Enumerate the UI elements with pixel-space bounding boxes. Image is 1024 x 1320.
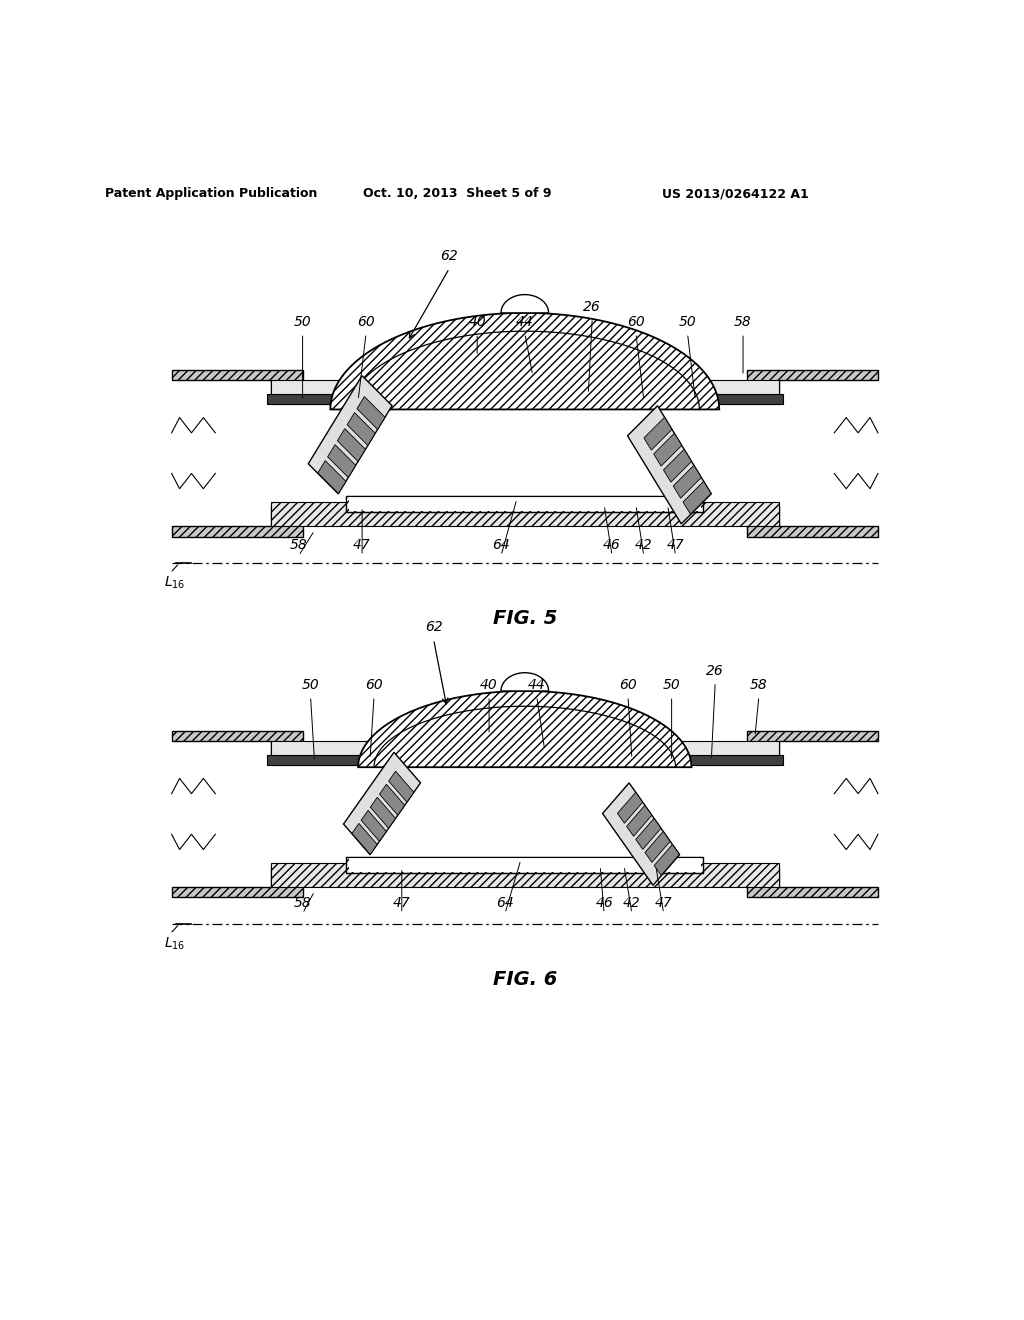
Polygon shape: [348, 496, 701, 511]
Polygon shape: [380, 784, 404, 816]
Polygon shape: [337, 429, 366, 462]
Text: 40: 40: [480, 678, 498, 692]
Polygon shape: [673, 465, 701, 498]
Polygon shape: [371, 797, 395, 828]
Polygon shape: [270, 502, 779, 527]
Polygon shape: [347, 413, 375, 445]
Text: 40: 40: [468, 315, 486, 329]
Polygon shape: [654, 845, 679, 875]
Text: 42: 42: [635, 537, 652, 552]
Text: $L_{16}$: $L_{16}$: [164, 936, 185, 952]
Polygon shape: [328, 445, 355, 478]
Text: 60: 60: [627, 315, 645, 329]
Polygon shape: [357, 396, 385, 429]
Polygon shape: [308, 376, 392, 494]
Text: 46: 46: [595, 895, 613, 909]
Polygon shape: [270, 863, 779, 887]
Polygon shape: [270, 380, 779, 404]
Polygon shape: [352, 824, 377, 854]
Text: Oct. 10, 2013  Sheet 5 of 9: Oct. 10, 2013 Sheet 5 of 9: [364, 187, 552, 201]
Text: 64: 64: [496, 895, 514, 909]
Text: 47: 47: [667, 537, 684, 552]
Polygon shape: [501, 673, 549, 690]
Polygon shape: [270, 741, 779, 766]
Polygon shape: [748, 867, 878, 898]
Text: 44: 44: [527, 678, 546, 692]
Polygon shape: [172, 867, 303, 898]
Text: 50: 50: [302, 678, 319, 692]
Polygon shape: [627, 805, 652, 837]
Polygon shape: [628, 405, 712, 524]
Text: 50: 50: [679, 315, 696, 329]
Polygon shape: [331, 313, 719, 409]
Polygon shape: [389, 771, 414, 803]
Polygon shape: [644, 417, 672, 450]
Text: 62: 62: [440, 249, 459, 263]
Text: 62: 62: [425, 620, 442, 634]
Polygon shape: [172, 370, 303, 400]
Polygon shape: [348, 858, 701, 873]
Text: 60: 60: [366, 678, 383, 692]
Polygon shape: [645, 832, 670, 862]
Text: 50: 50: [663, 678, 681, 692]
Polygon shape: [346, 496, 703, 512]
Text: Patent Application Publication: Patent Application Publication: [105, 187, 317, 201]
Polygon shape: [501, 294, 549, 313]
Polygon shape: [664, 449, 691, 482]
Polygon shape: [346, 857, 703, 873]
Text: 26: 26: [707, 664, 724, 677]
Text: 26: 26: [584, 300, 601, 314]
Text: $L_{16}$: $L_{16}$: [164, 576, 185, 591]
Polygon shape: [267, 755, 782, 766]
Polygon shape: [653, 433, 682, 466]
Text: 58: 58: [290, 537, 307, 552]
Polygon shape: [361, 810, 386, 841]
Text: 47: 47: [654, 895, 673, 909]
Text: 58: 58: [294, 895, 311, 909]
Text: 58: 58: [734, 315, 752, 329]
Polygon shape: [343, 752, 421, 854]
Text: 60: 60: [357, 315, 375, 329]
Text: 47: 47: [393, 895, 411, 909]
Polygon shape: [748, 731, 878, 762]
Text: 47: 47: [353, 537, 371, 552]
Text: 60: 60: [620, 678, 637, 692]
Text: US 2013/0264122 A1: US 2013/0264122 A1: [662, 187, 809, 201]
Polygon shape: [267, 395, 782, 404]
Text: 64: 64: [493, 537, 510, 552]
Polygon shape: [602, 783, 680, 886]
Text: FIG. 5: FIG. 5: [493, 610, 557, 628]
Text: 42: 42: [623, 895, 641, 909]
Polygon shape: [748, 370, 878, 400]
Polygon shape: [683, 482, 711, 515]
Polygon shape: [748, 506, 878, 536]
Text: 58: 58: [750, 678, 768, 692]
Polygon shape: [617, 792, 643, 824]
Polygon shape: [636, 818, 662, 849]
Text: 46: 46: [603, 537, 621, 552]
Polygon shape: [172, 731, 303, 762]
Text: 50: 50: [294, 315, 311, 329]
Polygon shape: [317, 461, 346, 494]
Polygon shape: [172, 506, 303, 536]
Polygon shape: [358, 690, 691, 767]
Text: FIG. 6: FIG. 6: [493, 970, 557, 989]
Text: 44: 44: [516, 315, 534, 329]
